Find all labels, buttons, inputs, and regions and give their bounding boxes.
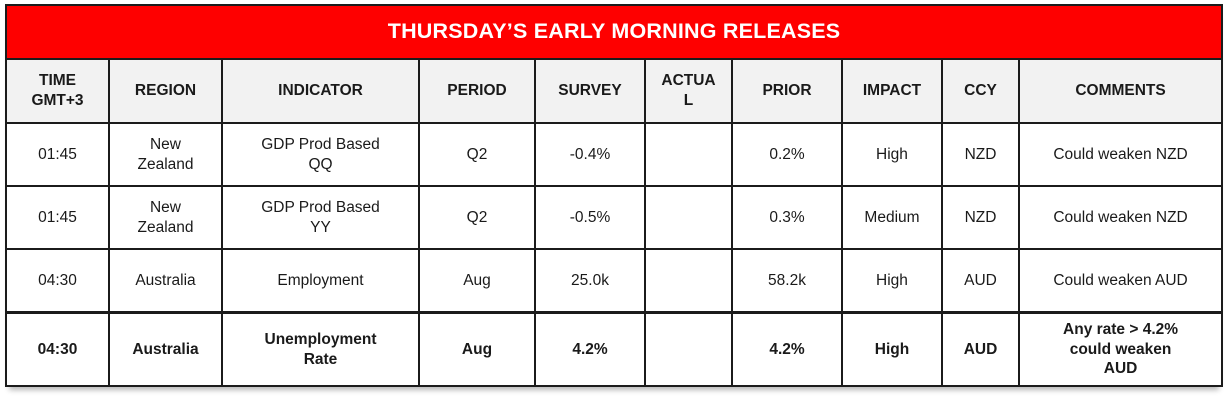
- cell-prior: 0.3%: [731, 185, 843, 250]
- table-row: 01:45 New Zealand GDP Prod Based YY Q2 -…: [5, 185, 1224, 250]
- cell-survey: 4.2%: [534, 311, 646, 387]
- cell-region: Australia: [108, 248, 223, 314]
- col-header-impact: IMPACT: [841, 58, 943, 124]
- cell-impact: High: [841, 248, 943, 314]
- cell-period: Q2: [418, 185, 536, 250]
- cell-indicator: Unemployment Rate: [221, 311, 420, 387]
- cell-time: 04:30: [5, 311, 110, 387]
- cell-survey: 25.0k: [534, 248, 646, 314]
- cell-region: New Zealand: [108, 122, 223, 187]
- col-header-region: REGION: [108, 58, 223, 124]
- cell-period: Aug: [418, 311, 536, 387]
- table-row: 04:30 Australia Employment Aug 25.0k 58.…: [5, 248, 1224, 314]
- cell-actual: [644, 122, 733, 187]
- col-header-period: PERIOD: [418, 58, 536, 124]
- col-header-survey: SURVEY: [534, 58, 646, 124]
- cell-ccy: NZD: [941, 185, 1020, 250]
- cell-time: 01:45: [5, 122, 110, 187]
- cell-indicator: Employment: [221, 248, 420, 314]
- cell-comments: Any rate > 4.2% could weaken AUD: [1017, 311, 1224, 387]
- cell-impact: High: [841, 122, 943, 187]
- cell-period: Aug: [418, 248, 536, 314]
- cell-actual: [644, 311, 733, 387]
- cell-prior: 0.2%: [731, 122, 843, 187]
- cell-prior: 4.2%: [731, 311, 843, 387]
- cell-region: Australia: [108, 311, 223, 387]
- cell-period: Q2: [418, 122, 536, 187]
- cell-indicator: GDP Prod Based QQ: [221, 122, 420, 187]
- cell-comments: Could weaken NZD: [1017, 185, 1224, 250]
- cell-actual: [644, 248, 733, 314]
- cell-ccy: AUD: [941, 311, 1020, 387]
- table-row: 01:45 New Zealand GDP Prod Based QQ Q2 -…: [5, 122, 1224, 187]
- table-row-emphasized: 04:30 Australia Unemployment Rate Aug 4.…: [5, 311, 1224, 387]
- banner-title: THURSDAY’S EARLY MORNING RELEASES: [4, 4, 1224, 60]
- cell-region: New Zealand: [108, 185, 223, 250]
- economic-releases-table: THURSDAY’S EARLY MORNING RELEASES TIME G…: [4, 4, 1224, 387]
- col-header-prior: PRIOR: [731, 58, 843, 124]
- cell-impact: Medium: [841, 185, 943, 250]
- cell-prior: 58.2k: [731, 248, 843, 314]
- col-header-ccy: CCY: [941, 58, 1020, 124]
- cell-survey: -0.5%: [534, 185, 646, 250]
- table-banner: THURSDAY’S EARLY MORNING RELEASES: [4, 4, 1224, 60]
- column-header-row: TIME GMT+3 REGION INDICATOR PERIOD SURVE…: [5, 58, 1224, 124]
- col-header-indicator: INDICATOR: [221, 58, 420, 124]
- col-header-time: TIME GMT+3: [5, 58, 110, 124]
- cell-time: 04:30: [5, 248, 110, 314]
- cell-time: 01:45: [5, 185, 110, 250]
- col-header-actual: ACTUAL: [644, 58, 733, 124]
- cell-indicator: GDP Prod Based YY: [221, 185, 420, 250]
- cell-comments: Could weaken AUD: [1017, 248, 1224, 314]
- cell-ccy: AUD: [941, 248, 1020, 314]
- cell-impact: High: [841, 311, 943, 387]
- col-header-comments: COMMENTS: [1017, 58, 1224, 124]
- cell-comments: Could weaken NZD: [1017, 122, 1224, 187]
- cell-actual: [644, 185, 733, 250]
- cell-survey: -0.4%: [534, 122, 646, 187]
- cell-ccy: NZD: [941, 122, 1020, 187]
